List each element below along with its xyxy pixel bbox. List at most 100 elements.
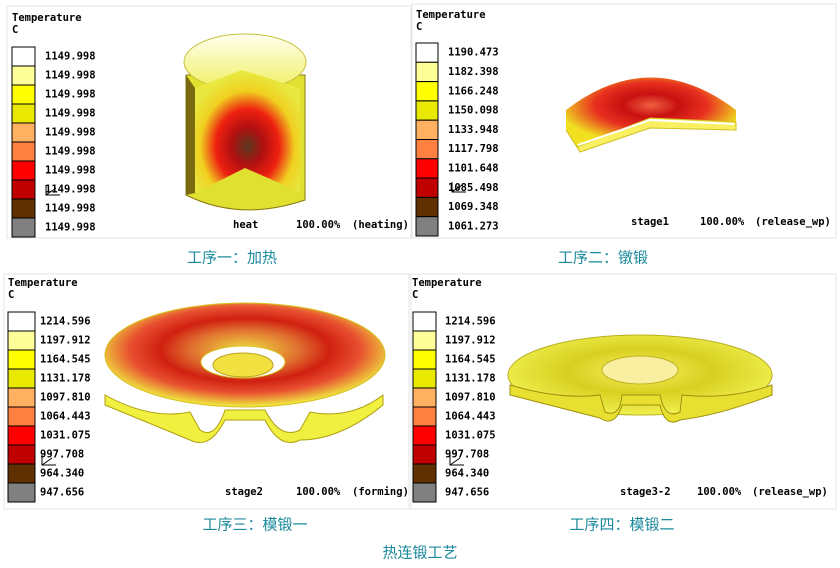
panel-frame <box>3 273 412 510</box>
legend-swatch <box>412 482 437 503</box>
stage-progress: 100.00% <box>296 486 341 498</box>
panel-frame <box>6 5 412 239</box>
panel-frame <box>408 273 837 510</box>
legend-value: 1149.998 <box>45 89 96 101</box>
legend-value: 1149.998 <box>45 184 96 196</box>
legend-value: 1149.998 <box>45 51 96 63</box>
legend-swatch <box>412 311 437 332</box>
legend-title: Temperature <box>416 9 486 21</box>
legend-value: 947.656 <box>445 487 489 499</box>
legend-swatch <box>11 84 36 105</box>
legend-value: 1182.398 <box>448 66 499 78</box>
legend-value: 1031.075 <box>40 430 91 442</box>
legend-swatch <box>11 103 36 124</box>
legend-value: 1166.248 <box>448 85 499 97</box>
stage-name: heat <box>233 219 258 231</box>
legend-value: 1085.498 <box>448 182 499 194</box>
legend-swatch <box>412 406 437 427</box>
legend-value: 1061.273 <box>448 220 499 232</box>
figure-caption: 热连锻工艺 <box>382 544 457 562</box>
legend-swatch <box>415 42 439 63</box>
legend-swatch <box>415 196 439 218</box>
stage-progress: 100.00% <box>697 486 742 498</box>
legend-value: 1133.948 <box>448 124 499 136</box>
legend-swatch <box>7 330 36 351</box>
legend-swatch <box>7 463 36 484</box>
legend-value: 1197.912 <box>445 335 496 347</box>
legend-swatch <box>412 425 437 446</box>
dish-render <box>507 334 773 423</box>
legend-value: 1101.648 <box>448 162 499 174</box>
legend-value: 947.656 <box>40 487 84 499</box>
legend-value: 1164.545 <box>40 354 91 366</box>
legend-swatch <box>11 141 36 162</box>
dish-render <box>104 302 386 443</box>
legend-value: 1031.075 <box>445 430 496 442</box>
stage-name: stage3-2 <box>620 486 671 498</box>
legend-swatch <box>415 81 439 102</box>
legend-title: Temperature <box>12 12 82 24</box>
legend-value: 964.340 <box>445 468 489 480</box>
legend-value: 1149.998 <box>45 222 96 234</box>
legend-value: 1097.810 <box>445 392 496 404</box>
legend-value: 1131.178 <box>40 373 91 385</box>
stage-mode: (forming) <box>352 486 409 498</box>
legend-value: 997.708 <box>445 449 489 461</box>
legend-value: 1064.443 <box>40 411 91 423</box>
legend-swatch <box>11 65 36 86</box>
legend-swatch <box>415 158 439 179</box>
legend-swatch <box>11 217 36 238</box>
legend-swatch <box>7 482 36 503</box>
legend-unit: C <box>416 21 422 33</box>
axis-triad <box>41 182 466 466</box>
legend-swatch <box>412 463 437 484</box>
legend-value: 1149.998 <box>45 203 96 215</box>
legend-swatch <box>412 368 437 389</box>
legend-swatch <box>11 179 36 200</box>
stage-name: stage2 <box>225 486 263 498</box>
legend-swatch <box>7 349 36 370</box>
legend-value: 1197.912 <box>40 335 91 347</box>
legend-swatch <box>11 198 36 219</box>
legend-value: 1069.348 <box>448 201 499 213</box>
legend-swatch <box>7 311 36 332</box>
legend-value: 1214.596 <box>40 316 91 328</box>
stage-mode: (heating) <box>352 219 409 231</box>
legend-value: 1149.998 <box>45 108 96 120</box>
legend-value: 1190.473 <box>448 47 499 59</box>
legend-swatch <box>415 119 439 140</box>
disk-render <box>565 77 737 153</box>
legend-swatch <box>412 444 437 465</box>
panel-caption: 工序一：加热 <box>187 249 277 267</box>
panel-caption: 工序四：模锻二 <box>569 516 674 534</box>
stage-progress: 100.00% <box>296 219 341 231</box>
legend-swatch <box>412 349 437 370</box>
stage-name: stage1 <box>631 216 669 228</box>
legend-value: 1149.998 <box>45 165 96 177</box>
legend-swatch <box>11 122 36 143</box>
legend-swatch <box>11 46 36 67</box>
legend-unit: C <box>12 24 18 36</box>
legend-value: 1064.443 <box>445 411 496 423</box>
legend-swatch <box>412 330 437 351</box>
legend-value: 1150.098 <box>448 105 499 117</box>
legend-value: 997.708 <box>40 449 84 461</box>
stage-mode: (release_wp) <box>755 216 831 228</box>
legend-swatch <box>412 387 437 408</box>
legend-value: 1149.998 <box>45 70 96 82</box>
legend-swatch <box>415 100 439 121</box>
stage-mode: (release_wp) <box>752 486 828 498</box>
billet-render <box>183 33 307 211</box>
legend-swatch <box>415 139 439 160</box>
legend-value: 964.340 <box>40 468 84 480</box>
panel-caption: 工序三：模锻一 <box>202 516 307 534</box>
panel-caption: 工序二：镦锻 <box>558 249 648 267</box>
legend-swatch <box>415 177 439 198</box>
legend-unit: C <box>8 289 14 301</box>
legend-swatch <box>7 368 36 389</box>
legend-value: 1117.798 <box>448 143 499 155</box>
panel-frame <box>411 3 837 239</box>
legend-title: Temperature <box>8 277 78 289</box>
